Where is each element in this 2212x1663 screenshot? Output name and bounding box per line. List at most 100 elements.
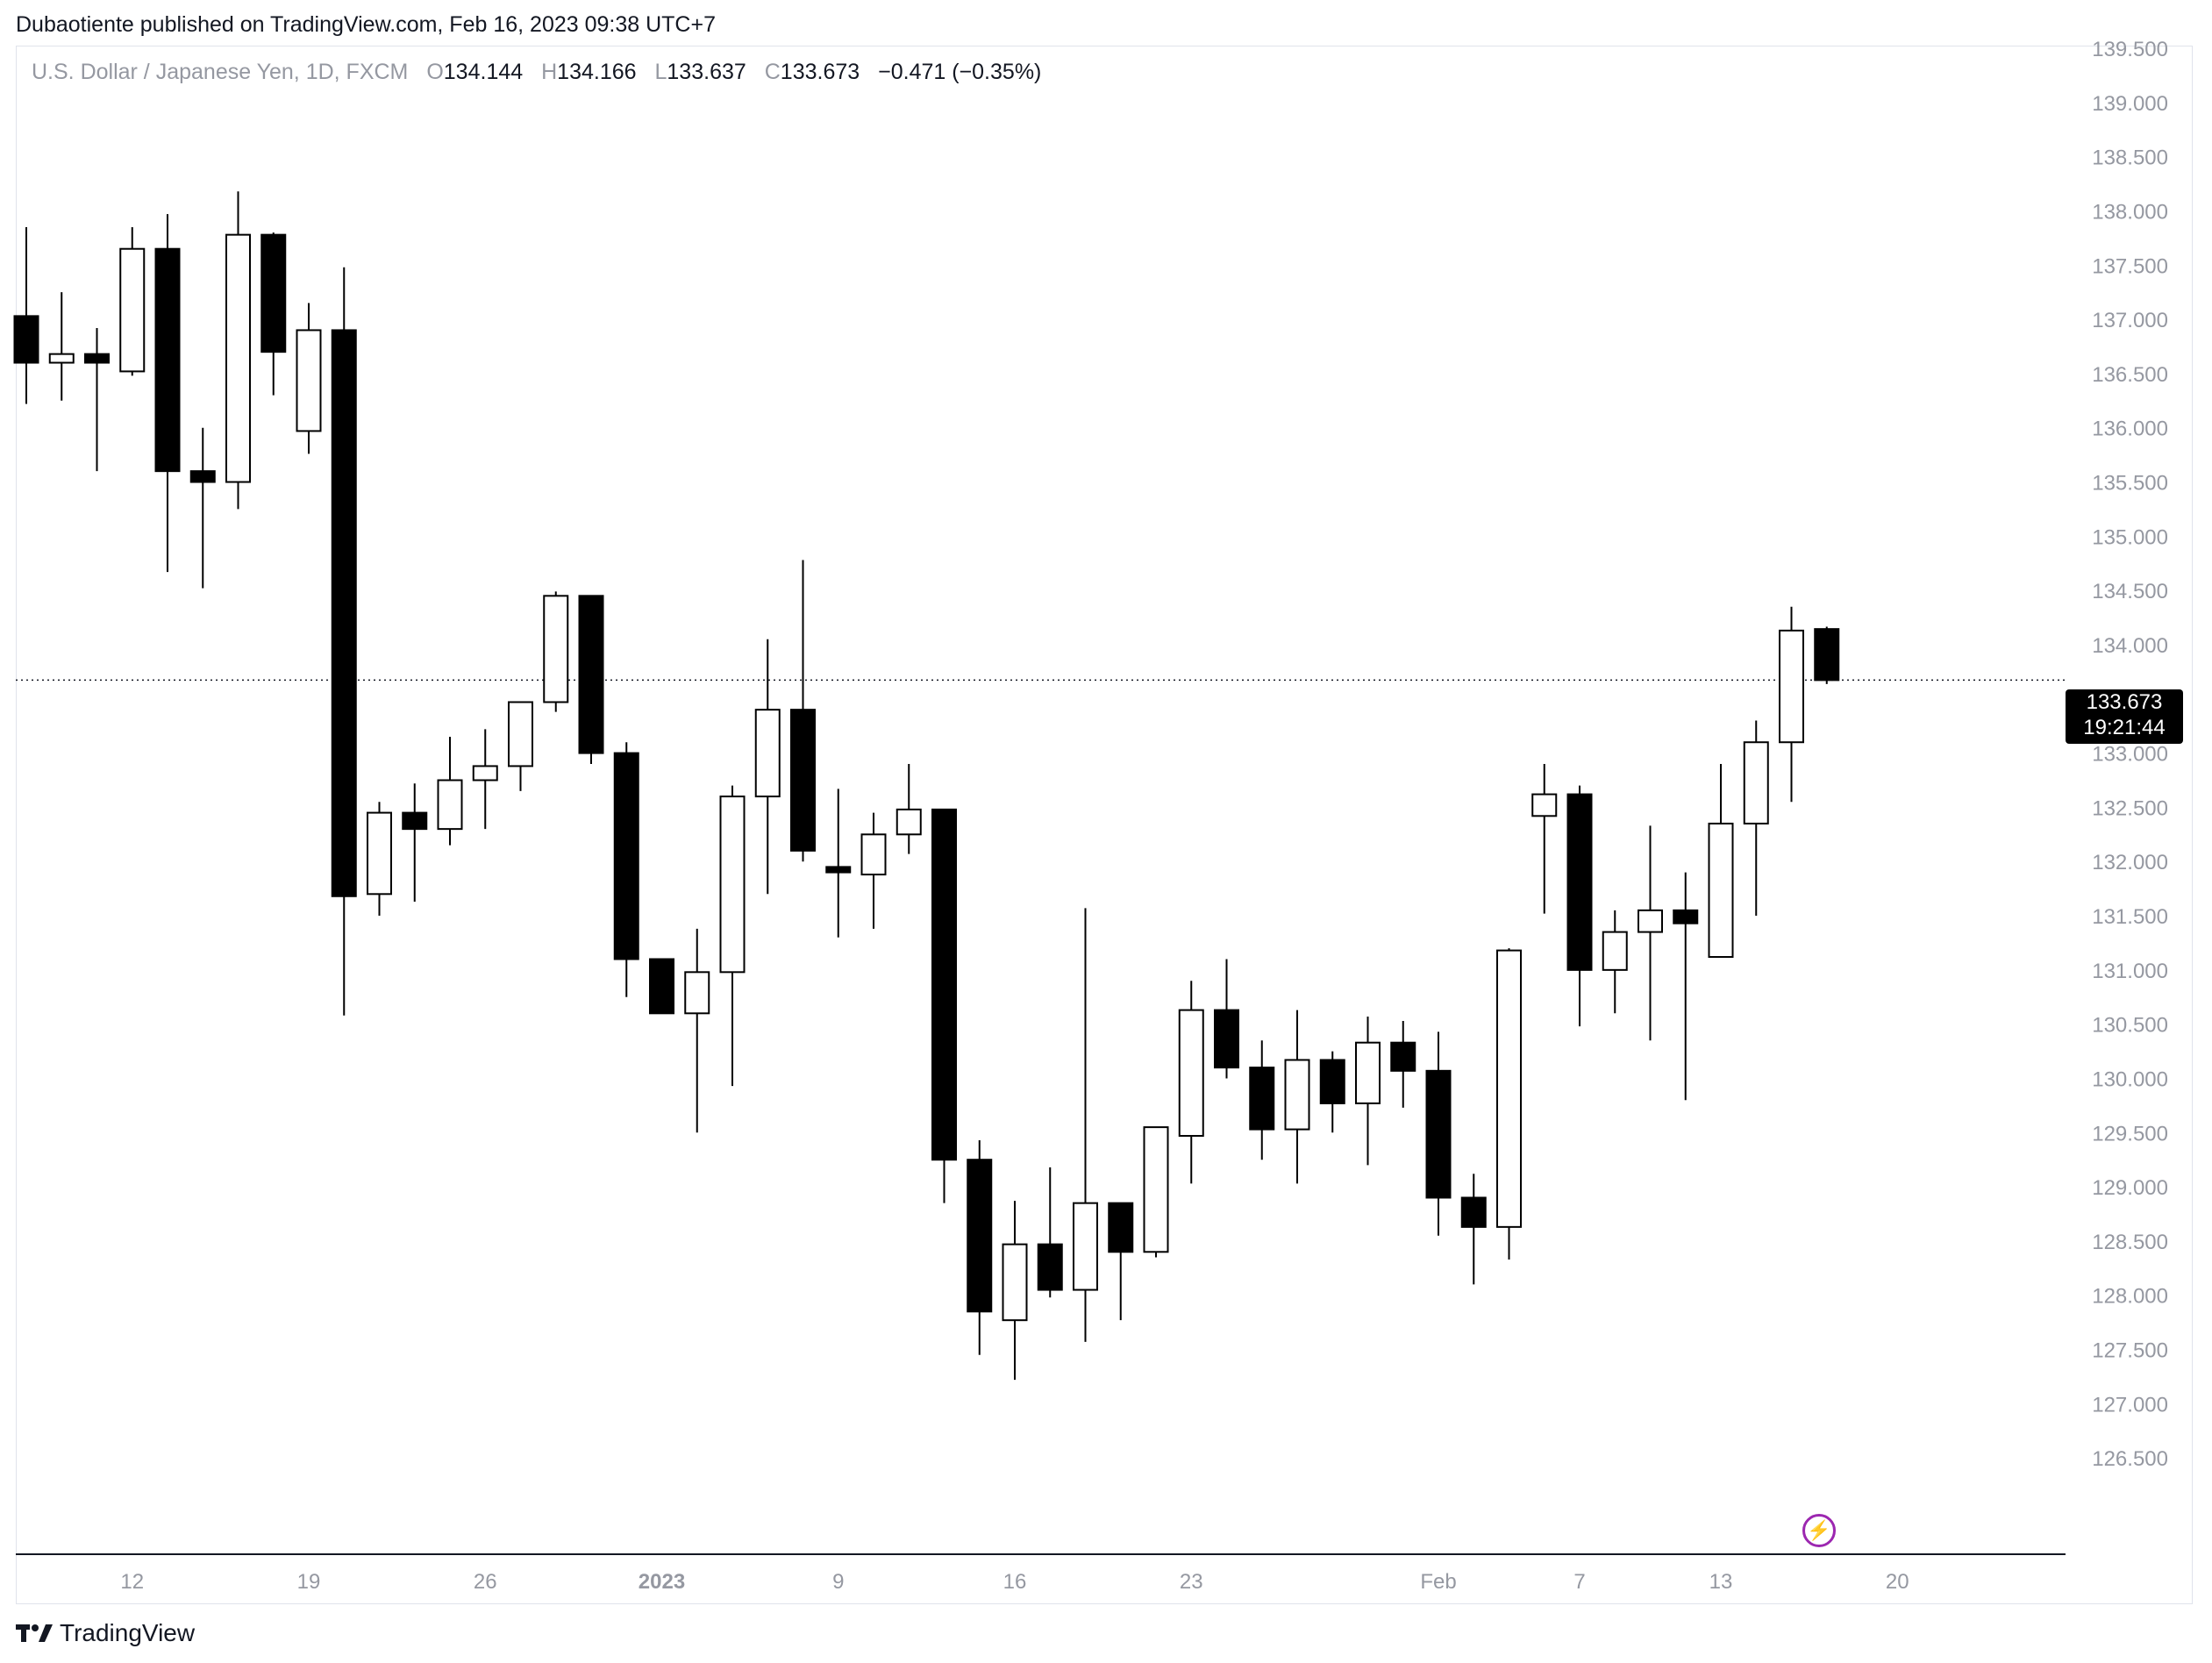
candle-body-down (331, 329, 357, 897)
y-tick-label: 135.500 (2092, 472, 2168, 496)
candle-body-down (1460, 1196, 1487, 1228)
candle-body-down (1249, 1067, 1275, 1131)
x-tick-label: 23 (1180, 1570, 1203, 1594)
y-tick-label: 139.000 (2092, 92, 2168, 116)
candle-body-up (1743, 741, 1769, 824)
candle-body-down (825, 866, 852, 874)
candle-body-down (1566, 793, 1593, 971)
x-tick-label: 26 (474, 1570, 497, 1594)
footer-brand[interactable]: TradingView (16, 1619, 195, 1647)
tradingview-logo-icon (16, 1624, 53, 1642)
high-value: 134.166 (557, 60, 637, 84)
y-tick-label: 137.000 (2092, 309, 2168, 332)
y-tick-label: 134.500 (2092, 580, 2168, 603)
candle-body-down (613, 752, 639, 960)
low-value: 133.637 (667, 60, 746, 84)
candle-body-up (296, 329, 322, 432)
candle-body-up (367, 811, 392, 896)
candle-body-down (1673, 909, 1699, 924)
brand-name: TradingView (60, 1619, 196, 1646)
candle-body-down (578, 595, 604, 754)
x-tick-label: Feb (1420, 1570, 1456, 1594)
y-tick-label: 131.500 (2092, 905, 2168, 929)
y-tick-label: 138.500 (2092, 146, 2168, 170)
candle-body-up (896, 808, 922, 836)
candle-body-down (1108, 1202, 1134, 1253)
candle-body-up (48, 353, 75, 364)
candle-body-up (684, 971, 710, 1015)
y-tick-label: 129.500 (2092, 1122, 2168, 1146)
candle-body-down (1037, 1243, 1063, 1291)
candle-body-down (649, 958, 674, 1015)
bar-countdown: 19:21:44 (2083, 716, 2166, 739)
y-tick-label: 127.500 (2092, 1339, 2168, 1363)
candle-body-down (84, 353, 110, 364)
candle-body-down (790, 709, 816, 852)
close-label: C (764, 60, 781, 84)
x-tick-label: 19 (297, 1570, 321, 1594)
published-header: Dubaotiente published on TradingView.com… (16, 12, 716, 37)
low-label: L (654, 60, 667, 84)
candle-body-up (1178, 1009, 1204, 1138)
y-tick-label: 132.500 (2092, 796, 2168, 820)
candle-body-up (1708, 822, 1734, 959)
y-tick-label: 129.000 (2092, 1176, 2168, 1200)
x-tick-label: 7 (1573, 1570, 1585, 1594)
open-value: 134.144 (443, 60, 524, 84)
candle-body-down (931, 808, 957, 1161)
x-tick-label: 12 (120, 1570, 144, 1594)
candle-body-down (260, 233, 287, 353)
y-tick-label: 136.500 (2092, 363, 2168, 387)
close-value: 133.673 (780, 60, 860, 84)
open-label: O (426, 60, 444, 84)
change-value: −0.471 (−0.35%) (878, 60, 1042, 84)
candle-body-up (1496, 949, 1522, 1228)
candle-body-down (1319, 1059, 1345, 1104)
lightning-icon[interactable]: ⚡ (1802, 1514, 1836, 1547)
candle-body-up (119, 247, 146, 373)
candle-body-up (1355, 1041, 1381, 1104)
symbol-name[interactable]: U.S. Dollar / Japanese Yen, 1D, FXCM (32, 60, 409, 84)
candle-body-up (754, 709, 781, 798)
candle-body-down (189, 470, 216, 483)
last-price-value: 133.673 (2086, 690, 2163, 714)
candle-body-up (472, 765, 498, 782)
candle-body-up (508, 701, 533, 767)
y-tick-label: 126.500 (2092, 1447, 2168, 1471)
y-tick-label: 130.500 (2092, 1014, 2168, 1038)
symbol-info-row: U.S. Dollar / Japanese Yen, 1D, FXCM O13… (32, 60, 1041, 85)
candle-body-down (402, 811, 428, 831)
x-tick-label: 9 (832, 1570, 844, 1594)
candle-body-up (719, 796, 746, 974)
candle-body-up (1779, 629, 1804, 744)
candle-body-down (1814, 628, 1840, 682)
y-tick-label: 128.500 (2092, 1231, 2168, 1254)
y-tick-label: 139.500 (2092, 38, 2168, 61)
candle-body-up (543, 595, 569, 703)
y-tick-label: 130.000 (2092, 1067, 2168, 1091)
x-tick-label: 13 (1709, 1570, 1733, 1594)
candle-body-up (1143, 1126, 1169, 1253)
y-tick-label: 132.000 (2092, 851, 2168, 874)
candle-body-down (13, 315, 39, 364)
candle-body-down (1390, 1041, 1416, 1072)
y-tick-label: 136.000 (2092, 418, 2168, 441)
candle-body-up (1531, 793, 1558, 817)
y-tick-label: 131.000 (2092, 960, 2168, 983)
candle-body-up (1638, 909, 1663, 933)
candle-body-up (437, 779, 463, 831)
candle-body-up (860, 833, 887, 876)
last-price-tag: 133.673 19:21:44 (2066, 689, 2183, 744)
candle-body-down (1425, 1069, 1452, 1199)
candle-body-up (1002, 1243, 1028, 1322)
high-label: H (541, 60, 558, 84)
x-tick-label: 16 (1003, 1570, 1027, 1594)
y-tick-label: 138.000 (2092, 200, 2168, 224)
chart-frame[interactable] (16, 46, 2193, 1604)
candle-body-down (1214, 1009, 1239, 1069)
x-tick-label: 20 (1886, 1570, 1909, 1594)
candle-body-up (1602, 931, 1628, 971)
y-tick-label: 128.000 (2092, 1285, 2168, 1309)
candle-body-down (154, 247, 181, 473)
